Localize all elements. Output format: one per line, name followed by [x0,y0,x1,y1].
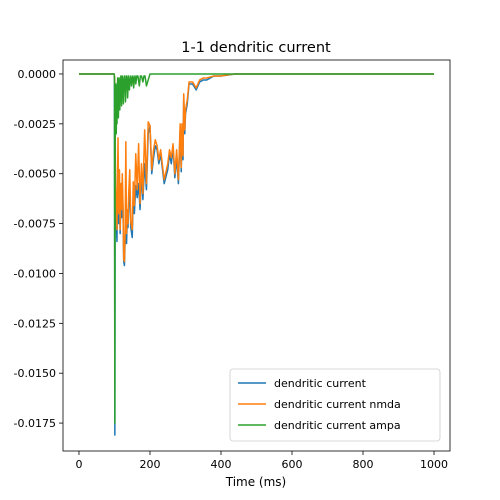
y-tick-label: -0.0100 [14,267,56,280]
y-tick-label: 0.0000 [18,68,57,81]
legend-box [229,368,441,442]
legend-label-1: dendritic current [274,377,367,390]
x-axis-label: Time (ms) [225,475,287,489]
y-tick-label: -0.0150 [14,367,56,380]
legend: dendritic current dendritic current nmda d… [229,368,441,442]
y-tick-label: -0.0175 [14,417,56,430]
x-tick-label: 600 [282,458,303,471]
series-line-3 [78,73,435,424]
x-tick-label: 1000 [420,458,448,471]
axes-frame [62,59,451,452]
series-layer [78,73,435,436]
x-tick-label: 800 [353,458,374,471]
legend-label-3: dendritic current ampa [274,419,401,432]
y-tick-label: -0.0050 [14,168,56,181]
y-tick-label: -0.0075 [14,218,56,231]
axes-layer: 0 200 400 600 800 1000 0.0000 -0.0025 -0.0050 -0.… [14,59,451,471]
legend-label-2: dendritic current nmda [274,398,401,411]
y-tick-label: -0.0125 [14,317,56,330]
x-tick-label: 200 [139,458,160,471]
x-tick-label: 0 [75,458,82,471]
y-tick-label: -0.0025 [14,118,56,131]
series-line-2 [78,73,435,263]
chart-title: 1-1 dendritic current [181,40,331,56]
x-tick-label: 400 [210,458,231,471]
